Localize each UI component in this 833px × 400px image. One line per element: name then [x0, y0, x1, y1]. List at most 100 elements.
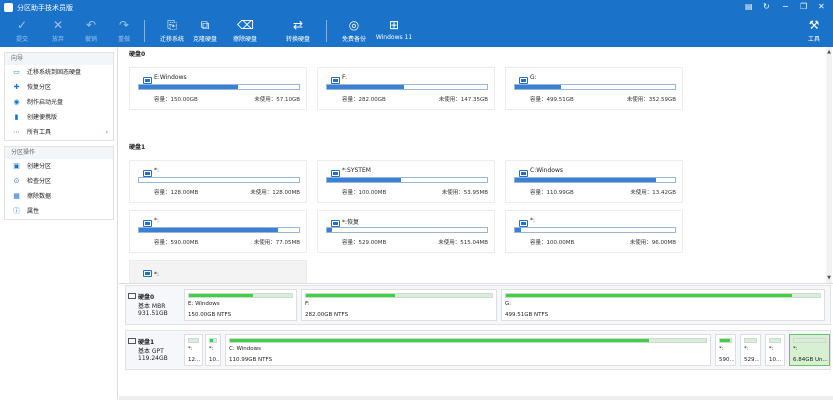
capacity-text: 容量：282.00GB [342, 97, 386, 103]
partition-segment[interactable]: *: 6.84GB Un... [789, 334, 830, 366]
partition-segment[interactable]: F: 282.00GB NTFS [301, 289, 497, 321]
menu-icon[interactable]: ▤ [745, 2, 753, 11]
partition-ops-panel: 分区操作 ▣ 创建分区 ⊙ 检查分区 ▦ 擦除数据 ⓘ 属性 [4, 146, 114, 220]
disk1-label: 硬盘1 [129, 144, 146, 151]
partition-name: *: [154, 167, 160, 174]
segment-usage-fill [210, 339, 213, 342]
windows11-button[interactable]: ⊞ Windows 11 [375, 18, 413, 41]
capacity-text: 容量：100.00MB [342, 190, 387, 196]
disk1-info: 硬盘1 基本 GPT 119.24GB [126, 331, 180, 369]
partition-card[interactable]: G: 容量：499.51GB 未使用：352.59GB [505, 67, 683, 110]
wipe-disk-icon: ⌫ [237, 18, 254, 32]
partition-segment[interactable]: *: 590... [715, 334, 736, 366]
discard-button[interactable]: ✕ 放弃 [51, 18, 64, 43]
partition-card[interactable]: *: 容量：590.00MB 未使用：77.05MB [129, 210, 307, 253]
scroll-up-icon[interactable]: ▲ [827, 49, 831, 55]
partition-segment[interactable]: *: 529... [740, 334, 761, 366]
sidebar-item-all-tools[interactable]: ⋯ 所有工具 › [5, 125, 113, 140]
scroll-down-icon[interactable]: ▼ [827, 275, 831, 281]
segment-usage-bar [188, 293, 293, 298]
convert-disk-button[interactable]: ⇄ 转换硬盘 [285, 18, 310, 43]
wipe-data-icon: ▦ [13, 192, 20, 200]
disk-icon [128, 293, 136, 299]
portable-icon: ▮ [14, 113, 19, 121]
wizard-title: 向导 [5, 53, 113, 65]
partition-card[interactable]: F: 容量：282.00GB 未使用：147.35GB [317, 67, 495, 110]
free-text: 未使用：96.00MB [629, 240, 676, 246]
partition-name: G: [530, 74, 537, 81]
segment-usage-bar [505, 293, 821, 298]
partition-segment[interactable]: *: 12... [184, 334, 203, 366]
convert-disk-icon: ⇄ [292, 18, 304, 32]
partition-name: F: [342, 74, 348, 81]
sidebar-item-create-partition[interactable]: ▣ 创建分区 [13, 162, 52, 170]
segment-size: 282.00GB NTFS [305, 312, 349, 318]
capacity-text: 容量：128.00MB [154, 190, 199, 196]
segment-usage-bar [769, 338, 781, 343]
close-button[interactable]: ✕ [818, 2, 825, 11]
partition-ops-title: 分区操作 [5, 147, 113, 159]
partition-card[interactable]: E:Windows 容量：150.00GB 未使用：57.10GB [129, 67, 307, 110]
segment-size: 110.99GB NTFS [229, 357, 273, 363]
partition-card[interactable]: *: 容量：128.00MB 未使用：128.00MB [129, 160, 307, 203]
usage-bar [514, 227, 676, 233]
partition-card[interactable]: C:Windows 容量：110.99GB 未使用：13.42GB [505, 160, 683, 203]
partition-segment[interactable]: E: Windows 150.00GB NTFS [184, 289, 297, 321]
segment-size: 150.00GB NTFS [188, 312, 232, 318]
partition-segment[interactable]: G: 499.51GB NTFS [501, 289, 825, 321]
segment-size: 10... [209, 357, 219, 363]
capacity-text: 容量：590.00MB [154, 240, 199, 246]
segment-size: 590... [719, 357, 734, 363]
clone-disk-button[interactable]: ⧉ 克隆硬盘 [192, 18, 217, 43]
usage-bar [326, 227, 488, 233]
more-icon: ⋯ [13, 128, 20, 136]
sidebar-item-check-partition[interactable]: ⊙ 检查分区 [13, 177, 52, 185]
clone-disk-icon: ⧉ [200, 18, 210, 32]
vertical-scrollbar[interactable] [826, 47, 832, 283]
segment-label: E: Windows [188, 301, 220, 307]
partition-segment[interactable]: *: 10... [205, 334, 221, 366]
minimize-button[interactable]: − [782, 2, 789, 11]
migrate-os-button[interactable]: ⎘ 迁移系统 [159, 18, 184, 43]
capacity-text: 容量：529.00MB [342, 240, 387, 246]
info-icon: ⓘ [13, 207, 20, 215]
commit-button[interactable]: ✓ 提交 [15, 18, 28, 43]
usage-fill [327, 85, 404, 89]
segment-label: *: [188, 346, 193, 352]
sidebar-item-restore-partition[interactable]: ✚ 恢复分区 [13, 83, 52, 91]
partition-card[interactable]: *:恢复 容量：529.00MB 未使用：515.04MB [317, 210, 495, 253]
disk-icon [128, 338, 136, 344]
usage-fill [327, 178, 401, 182]
maximize-button[interactable]: ❐ [800, 2, 808, 11]
partition-icon [143, 170, 152, 177]
segment-usage-fill [189, 294, 253, 297]
disk1-row[interactable]: 硬盘1 基本 GPT 119.24GB *: 12... *: 10... C: Win… [125, 330, 831, 370]
horizontal-scrollbar[interactable] [119, 396, 833, 400]
free-backup-button[interactable]: ◎ 免费备份 [341, 18, 366, 43]
usage-bar [138, 227, 300, 233]
segment-usage-fill [506, 294, 792, 297]
sidebar-item-migrate-ssd[interactable]: ▭ 迁移系统到固态硬盘 [13, 68, 82, 76]
partition-segment[interactable]: C: Windows 110.99GB NTFS [225, 334, 711, 366]
sidebar-item-portable[interactable]: ▮ 创建便携版 [5, 110, 113, 125]
disk0-row[interactable]: 硬盘0 基本 MBR 931.51GB E: Windows 150.00GB N… [125, 285, 831, 325]
partition-name: *:恢复 [342, 219, 360, 226]
sidebar-item-wipe-data[interactable]: ▦ 擦除数据 [13, 192, 52, 200]
undo-button[interactable]: ↶ 撤销 [84, 18, 97, 43]
create-partition-icon: ▣ [13, 162, 20, 170]
partition-segment[interactable]: *: 10... [765, 334, 785, 366]
partition-icon [519, 77, 528, 84]
wipe-disk-button[interactable]: ⌫ 擦除硬盘 [232, 18, 257, 43]
partition-card[interactable]: *: [129, 260, 307, 283]
sidebar-item-bootable-media[interactable]: ◉ 制作启动光盘 [13, 98, 64, 106]
partition-card[interactable]: *: 容量：100.00MB 未使用：96.00MB [505, 210, 683, 253]
partition-icon [143, 220, 152, 227]
tools-button[interactable]: ⚒ 工具 [807, 18, 820, 43]
tools-icon: ⚒ [808, 18, 820, 32]
partition-name: E:Windows [154, 74, 187, 81]
app-title: 分区助手技术员版 [17, 4, 73, 12]
redo-button[interactable]: ↷ 重做 [117, 18, 130, 43]
refresh-icon[interactable]: ↻ [763, 2, 770, 11]
sidebar-item-properties[interactable]: ⓘ 属性 [13, 207, 40, 215]
partition-card[interactable]: *:SYSTEM 容量：100.00MB 未使用：53.95MB [317, 160, 495, 203]
